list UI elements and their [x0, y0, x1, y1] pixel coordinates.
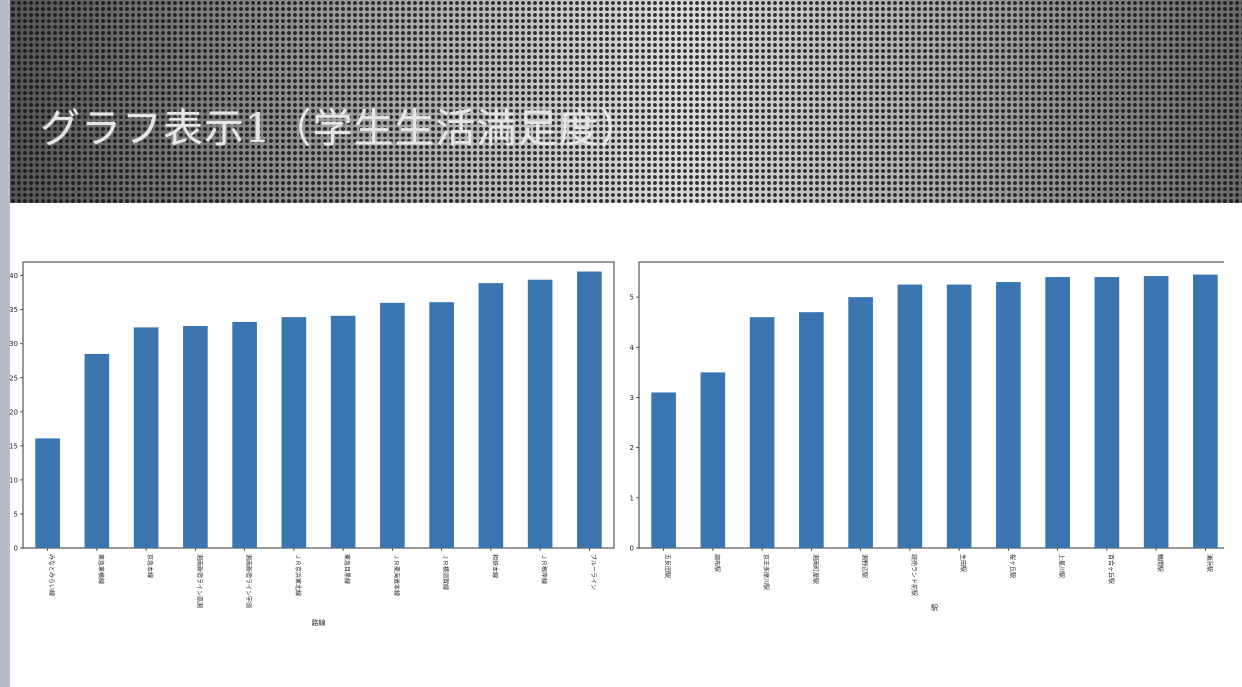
y-tick-label: 5: [14, 510, 18, 518]
bar: [1143, 276, 1169, 548]
bar: [946, 284, 972, 548]
x-tick-label: 相鉄本線: [491, 554, 499, 578]
bar: [232, 321, 257, 548]
header-banner: グラフ表示1（学生生活満足度）: [10, 0, 1242, 203]
y-tick-label: 40: [10, 272, 18, 280]
plot-frame: [638, 261, 1231, 549]
station-bar-chart: 0 1 2 3 4 5 五反田駅 調布駅 京王多摩川駅 湘南町屋駅 湘野辺駅 読売ランド前駅 生田駅 桜ヶ…: [630, 261, 1231, 612]
bar: [651, 392, 676, 548]
x-tick-label: 湘南新宿ライン宇須: [245, 554, 253, 608]
y-tick-label: 1: [630, 494, 634, 502]
bar: [897, 284, 923, 548]
bar: [1094, 277, 1120, 548]
x-tick-label: 読売ランド前駅: [910, 554, 918, 596]
x-tick-label: 東急目黒線: [343, 554, 351, 584]
x-tick-label: 京急本線: [146, 554, 154, 578]
x-tick-label: ＪＲ東海道本線: [392, 554, 400, 596]
y-tick-label: 15: [10, 442, 18, 450]
x-tick-label: 京王多摩川駅: [762, 554, 770, 590]
x-tick-label: 桜ヶ丘駅: [1008, 554, 1016, 578]
bar: [1045, 277, 1070, 548]
bar: [478, 283, 504, 548]
y-tick-label: 3: [630, 394, 634, 402]
y-tick-label: 4: [630, 344, 635, 352]
bar: [84, 353, 110, 548]
y-tick-label: 0: [14, 545, 18, 553]
x-tick-label: 東急東横線: [97, 554, 105, 584]
x-tick-label: 五反田駅: [664, 554, 672, 578]
bar: [380, 302, 405, 548]
y-tick-label: 35: [10, 306, 18, 314]
x-tick-label: ＪＲ根岸線: [540, 554, 548, 584]
bar: [700, 372, 726, 548]
station-chart-container: 0 1 2 3 4 5 五反田駅 調布駅 京王多摩川駅 湘南町屋駅 湘野辺駅 読売ランド前駅 生田駅 桜ヶ…: [628, 252, 1231, 642]
y-tick-label: 0: [630, 545, 634, 553]
x-tick-label: ブルーライン: [589, 554, 597, 590]
bar: [799, 312, 824, 548]
x-tick-label: 上星川駅: [1058, 554, 1066, 578]
bar: [527, 279, 553, 548]
x-tick-label: ＪＲ京浜東北線: [294, 554, 302, 596]
bar: [281, 317, 307, 548]
y-tick-label: 20: [10, 408, 18, 416]
bar: [996, 282, 1021, 548]
bar: [577, 271, 602, 548]
x-tick-label: 調布駅: [713, 554, 721, 572]
x-tick-label: 浦浜駅: [1205, 554, 1213, 572]
bar: [330, 315, 356, 548]
bar: [183, 326, 208, 548]
x-tick-label: 生田駅: [959, 554, 967, 572]
bar: [1193, 274, 1218, 548]
y-tick-label: 10: [10, 476, 18, 484]
x-tick-label: 湘南新宿ライン高湘: [195, 554, 203, 608]
plot-frame: [22, 261, 615, 549]
x-axis-label: 駅: [931, 604, 938, 612]
y-tick-label: 30: [10, 340, 18, 348]
left-edge-strip: [0, 0, 10, 687]
bar: [848, 297, 873, 548]
bar: [749, 317, 775, 548]
x-tick-label: 湘野辺駅: [861, 554, 869, 578]
route-bar-chart: 0 5 10 15 20 25 30 35 40 みなとみらい線 東急東横線 京急本線 湘南新宿ライン高…: [9, 261, 615, 627]
y-tick-label: 5: [630, 294, 634, 302]
x-tick-label: 百合ヶ丘駅: [1107, 554, 1115, 584]
page-title: グラフ表示1（学生生活満足度）: [40, 106, 641, 152]
bar: [35, 438, 60, 548]
x-tick-label: 鶴間駅: [1156, 554, 1164, 572]
line-chart-container: 0 5 10 15 20 25 30 35 40 みなとみらい線 東急東横線 京急本線 湘南新宿ライン高…: [9, 252, 618, 642]
x-tick-label: ＪＲ横須賀線: [442, 554, 450, 590]
y-tick-label: 2: [630, 444, 634, 452]
y-tick-label: 25: [10, 374, 18, 382]
bar: [133, 327, 159, 548]
x-tick-label: 湘南町屋駅: [811, 554, 819, 584]
x-axis-label: 路線: [312, 618, 326, 627]
bar: [429, 302, 454, 548]
x-tick-label: みなとみらい線: [48, 554, 56, 596]
